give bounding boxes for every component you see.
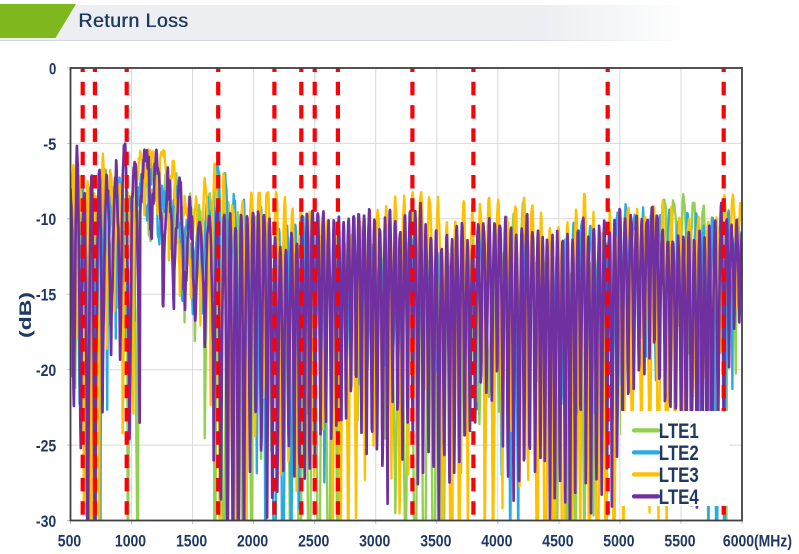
svg-text:LTE1: LTE1 [659,419,699,443]
svg-text:(MHz): (MHz) [754,532,792,550]
svg-text:LTE3: LTE3 [659,463,699,487]
svg-text:-25: -25 [36,438,56,456]
svg-text:6000: 6000 [723,532,754,550]
svg-text:500: 500 [58,532,81,550]
svg-text:5000: 5000 [603,532,634,550]
svg-text:0: 0 [49,60,56,78]
svg-text:2500: 2500 [298,532,329,550]
svg-text:LTE4: LTE4 [659,485,699,509]
svg-text:1500: 1500 [176,532,207,550]
svg-text:LTE2: LTE2 [659,441,699,465]
svg-text:3500: 3500 [420,532,451,550]
svg-text:-15: -15 [36,287,56,305]
svg-text:-30: -30 [36,513,56,531]
svg-text:1000: 1000 [115,532,146,550]
svg-text:5500: 5500 [664,532,695,550]
svg-text:2000: 2000 [237,532,268,550]
svg-text:-20: -20 [36,362,56,380]
svg-text:(dB): (dB) [16,292,35,338]
svg-text:4500: 4500 [542,532,573,550]
svg-text:3000: 3000 [359,532,390,550]
svg-text:-5: -5 [43,136,56,154]
svg-text:-10: -10 [36,211,56,229]
svg-text:4000: 4000 [481,532,512,550]
